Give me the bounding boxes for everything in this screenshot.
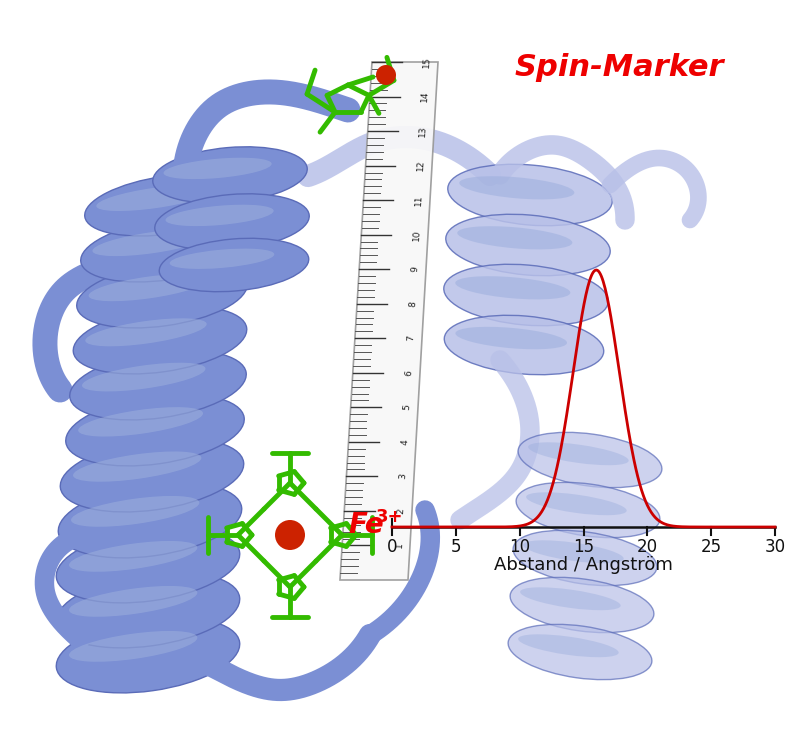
Ellipse shape xyxy=(82,363,206,391)
Ellipse shape xyxy=(446,215,610,276)
Ellipse shape xyxy=(448,164,612,226)
Ellipse shape xyxy=(455,327,567,349)
Text: Fe: Fe xyxy=(348,511,384,539)
Ellipse shape xyxy=(508,624,652,679)
Ellipse shape xyxy=(56,572,240,648)
Text: 13: 13 xyxy=(418,125,428,137)
Ellipse shape xyxy=(58,482,242,558)
Ellipse shape xyxy=(518,634,618,657)
Text: 2: 2 xyxy=(397,508,406,514)
Ellipse shape xyxy=(159,238,309,292)
Ellipse shape xyxy=(444,264,608,326)
Text: 0: 0 xyxy=(386,538,398,556)
Ellipse shape xyxy=(81,218,250,282)
Text: 25: 25 xyxy=(701,538,722,556)
Ellipse shape xyxy=(526,492,626,516)
Text: 14: 14 xyxy=(420,91,430,103)
Ellipse shape xyxy=(85,174,251,236)
Ellipse shape xyxy=(89,274,208,301)
Ellipse shape xyxy=(70,350,246,420)
Ellipse shape xyxy=(69,586,198,617)
Text: 30: 30 xyxy=(765,538,786,556)
Ellipse shape xyxy=(170,249,274,269)
Ellipse shape xyxy=(66,394,244,466)
Text: 3+: 3+ xyxy=(376,508,403,526)
Ellipse shape xyxy=(69,631,198,662)
Ellipse shape xyxy=(154,194,310,250)
Ellipse shape xyxy=(455,276,570,299)
Text: 10: 10 xyxy=(412,229,422,241)
Text: 10: 10 xyxy=(509,538,530,556)
Ellipse shape xyxy=(458,226,572,250)
Text: 12: 12 xyxy=(416,159,426,171)
Ellipse shape xyxy=(153,147,307,203)
Ellipse shape xyxy=(73,451,202,482)
Circle shape xyxy=(376,65,396,85)
Text: 15: 15 xyxy=(573,538,594,556)
Ellipse shape xyxy=(74,306,246,374)
Text: Spin-Marker: Spin-Marker xyxy=(515,54,725,83)
Ellipse shape xyxy=(69,541,198,571)
Text: 1: 1 xyxy=(394,542,404,548)
Ellipse shape xyxy=(60,438,244,512)
Ellipse shape xyxy=(163,158,272,179)
Ellipse shape xyxy=(77,262,247,328)
Circle shape xyxy=(275,520,305,550)
Text: 4: 4 xyxy=(401,439,410,445)
Ellipse shape xyxy=(523,540,624,563)
Ellipse shape xyxy=(56,617,240,693)
Ellipse shape xyxy=(56,527,240,603)
Ellipse shape xyxy=(520,587,621,610)
Ellipse shape xyxy=(93,229,210,256)
Text: 3: 3 xyxy=(398,473,408,480)
Ellipse shape xyxy=(459,176,574,200)
Text: 5: 5 xyxy=(450,538,461,556)
Text: 7: 7 xyxy=(406,335,416,341)
Text: 5: 5 xyxy=(402,405,412,410)
Text: 6: 6 xyxy=(405,370,414,376)
Ellipse shape xyxy=(96,185,213,211)
Text: 20: 20 xyxy=(637,538,658,556)
Ellipse shape xyxy=(78,408,203,437)
Text: 15: 15 xyxy=(422,56,432,68)
Ellipse shape xyxy=(510,577,654,633)
Text: Abstand / Angström: Abstand / Angström xyxy=(494,556,673,574)
Ellipse shape xyxy=(71,496,199,527)
Ellipse shape xyxy=(444,315,604,375)
Text: 8: 8 xyxy=(409,300,418,307)
Text: 9: 9 xyxy=(410,266,420,273)
Ellipse shape xyxy=(528,443,629,465)
Polygon shape xyxy=(340,62,438,580)
Text: 11: 11 xyxy=(414,194,424,206)
Ellipse shape xyxy=(513,530,657,586)
Ellipse shape xyxy=(516,482,660,538)
Ellipse shape xyxy=(86,318,206,346)
Ellipse shape xyxy=(166,205,274,226)
Ellipse shape xyxy=(518,432,662,488)
